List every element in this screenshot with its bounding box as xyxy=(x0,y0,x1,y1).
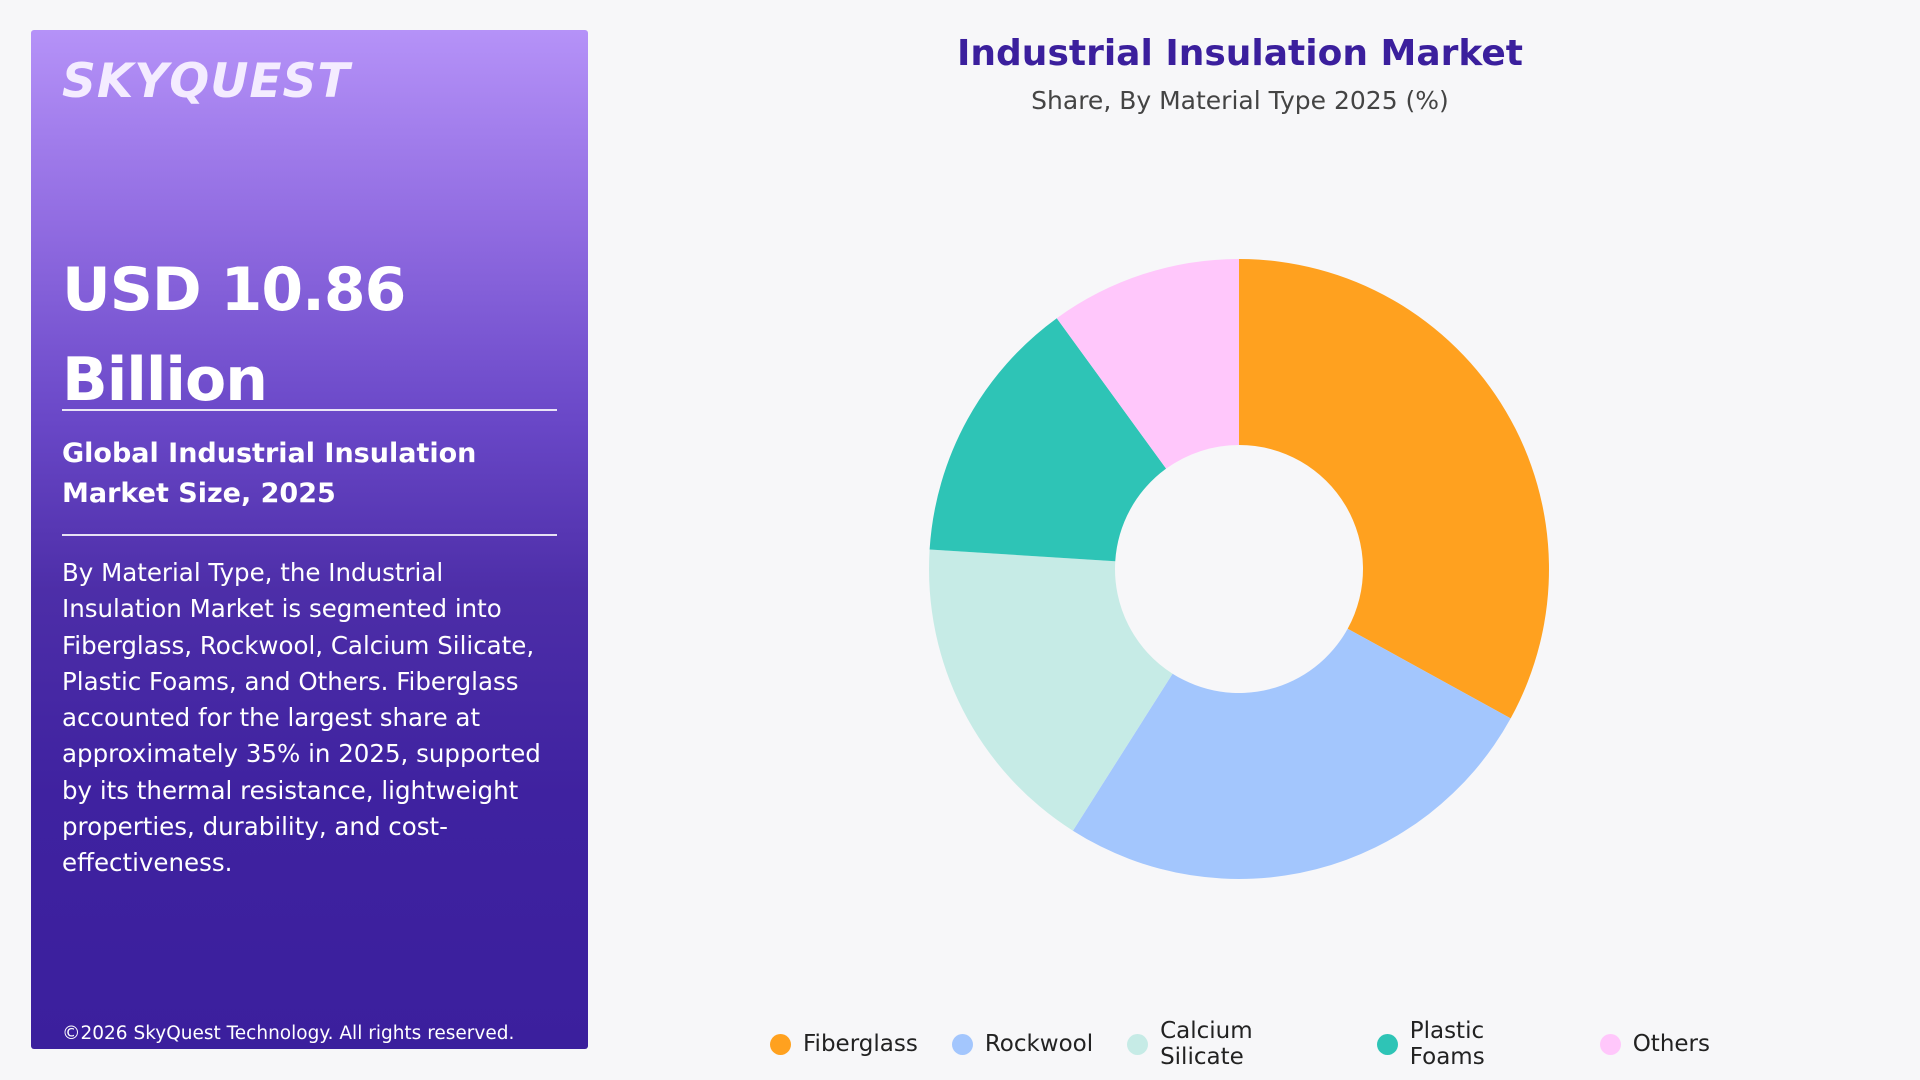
chart-title: Industrial Insulation Market xyxy=(957,33,1523,74)
copyright-notice: ©2026 SkyQuest Technology. All rights re… xyxy=(62,1023,515,1044)
legend-label-fiberglass: Fiberglass xyxy=(803,1031,918,1057)
legend-swatch-fiberglass xyxy=(770,1033,791,1055)
segment-description: By Material Type, the Industrial Insulat… xyxy=(62,558,541,878)
legend-swatch-rockwool xyxy=(951,1033,973,1055)
slice-plastic-foams xyxy=(929,318,1167,562)
legend-swatch-calcium-silicate xyxy=(1127,1033,1149,1055)
chart-subtitle: Share, By Material Type 2025 (%) xyxy=(1031,86,1449,115)
skyquest-logo: SKYQUEST xyxy=(62,54,351,109)
slice-others xyxy=(1056,259,1239,469)
legend-label-rockwool: Rockwool xyxy=(984,1031,1094,1057)
market-value: USD 10.86 Billion xyxy=(62,255,406,415)
divider-top xyxy=(62,409,557,411)
slice-calcium-silicate xyxy=(928,549,1173,831)
legend-swatch-others xyxy=(1599,1033,1621,1055)
legend-item-others: Others xyxy=(1599,1031,1710,1057)
divider-bottom xyxy=(62,534,557,536)
legend-item-plastic-foams: Plastic Foams xyxy=(1376,1018,1566,1070)
legend-item-rockwool: Rockwool xyxy=(951,1031,1094,1057)
legend-item-calcium-silicate: Calcium Silicate xyxy=(1127,1018,1343,1070)
market-size-label: Global Industrial Insulation Market Size… xyxy=(62,438,477,509)
legend-label-plastic-foams: Plastic Foams xyxy=(1409,1018,1485,1070)
chart-legend: Fiberglass Rockwool Calcium Silicate Plasti… xyxy=(770,1018,1710,1070)
slice-rockwool xyxy=(1072,628,1511,879)
legend-swatch-plastic-foams xyxy=(1376,1033,1398,1055)
slice-fiberglass xyxy=(1239,259,1549,719)
legend-label-calcium-silicate: Calcium Silicate xyxy=(1160,1018,1253,1070)
legend-item-fiberglass: Fiberglass xyxy=(770,1031,918,1057)
summary-panel: SKYQUEST USD 10.86 Billion Global Indust… xyxy=(31,30,588,1049)
legend-label-others: Others xyxy=(1632,1031,1710,1057)
